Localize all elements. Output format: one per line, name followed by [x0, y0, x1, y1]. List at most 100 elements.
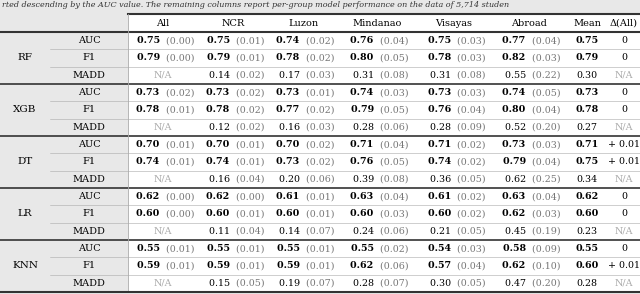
Text: (0.08): (0.08) [454, 71, 486, 80]
Text: MADD: MADD [72, 123, 106, 132]
Text: N/A: N/A [154, 71, 172, 80]
Text: 0: 0 [621, 192, 627, 201]
Text: (0.20): (0.20) [529, 279, 561, 288]
Text: (0.06): (0.06) [377, 123, 408, 132]
Text: (0.03): (0.03) [529, 140, 561, 149]
Text: 0.24: 0.24 [353, 227, 377, 236]
Text: (0.02): (0.02) [163, 88, 195, 97]
Bar [128, 223, 640, 240]
Text: 0.62: 0.62 [136, 192, 163, 201]
Text: 0.63: 0.63 [351, 192, 377, 201]
Bar [128, 32, 640, 49]
Text: 0.55: 0.55 [505, 71, 529, 80]
Text: 0.79: 0.79 [351, 106, 377, 114]
Text: 0.75: 0.75 [575, 36, 598, 45]
Text: (0.03): (0.03) [303, 71, 335, 80]
Text: + 0.01: + 0.01 [608, 140, 640, 149]
Text: 0.71: 0.71 [575, 140, 598, 149]
Bar [128, 49, 640, 67]
Text: 0.27: 0.27 [577, 123, 598, 132]
Text: 0.74: 0.74 [207, 158, 233, 166]
Text: 0.58: 0.58 [502, 244, 529, 253]
Text: (0.02): (0.02) [233, 88, 264, 97]
Text: 0.62: 0.62 [502, 261, 529, 270]
Bar [0, 101, 128, 119]
Text: (0.04): (0.04) [454, 261, 486, 270]
Text: 0.16: 0.16 [279, 123, 303, 132]
Text: 0.60: 0.60 [575, 261, 598, 270]
Text: (0.05): (0.05) [233, 279, 264, 288]
Text: (0.01): (0.01) [163, 140, 195, 149]
Bar [128, 67, 640, 84]
Bar [0, 136, 128, 153]
Text: 0.80: 0.80 [351, 54, 377, 63]
Text: (0.08): (0.08) [377, 71, 408, 80]
Text: 0.59: 0.59 [207, 261, 233, 270]
Text: (0.01): (0.01) [233, 140, 264, 149]
Text: N/A: N/A [154, 175, 172, 184]
Text: 0.19: 0.19 [279, 279, 303, 288]
Text: Visayas: Visayas [435, 19, 472, 28]
Text: AUC: AUC [77, 140, 100, 149]
Text: 0.60: 0.60 [276, 210, 303, 218]
Text: 0.62: 0.62 [207, 192, 233, 201]
Text: 0.31: 0.31 [353, 71, 377, 80]
Text: NCR: NCR [221, 19, 244, 28]
Bar [128, 136, 640, 153]
Text: 0.45: 0.45 [505, 227, 529, 236]
Text: (0.01): (0.01) [233, 54, 264, 63]
Text: 0.75: 0.75 [428, 36, 454, 45]
Text: (0.10): (0.10) [529, 261, 561, 270]
Text: 0.78: 0.78 [207, 106, 233, 114]
Text: MADD: MADD [72, 71, 106, 80]
Text: 0.62: 0.62 [505, 175, 529, 184]
Text: 0.79: 0.79 [502, 158, 529, 166]
Text: (0.05): (0.05) [454, 227, 486, 236]
Text: N/A: N/A [615, 175, 633, 184]
Text: (0.08): (0.08) [377, 175, 408, 184]
Text: 0.74: 0.74 [136, 158, 163, 166]
Text: 0.77: 0.77 [502, 36, 529, 45]
Text: (0.00): (0.00) [163, 210, 195, 218]
Text: (0.00): (0.00) [163, 192, 195, 201]
Text: 0.15: 0.15 [209, 279, 233, 288]
Text: (0.04): (0.04) [529, 192, 561, 201]
Bar [128, 257, 640, 275]
Text: (0.00): (0.00) [163, 54, 195, 63]
Text: 0: 0 [621, 210, 627, 218]
Text: (0.25): (0.25) [529, 175, 561, 184]
Text: F1: F1 [83, 106, 95, 114]
Text: (0.20): (0.20) [529, 123, 561, 132]
Text: (0.05): (0.05) [377, 158, 408, 166]
Text: 0.71: 0.71 [428, 140, 454, 149]
Text: 0.14: 0.14 [209, 71, 233, 80]
Text: 0.55: 0.55 [575, 244, 598, 253]
Text: (0.05): (0.05) [377, 106, 408, 114]
Text: 0.79: 0.79 [207, 54, 233, 63]
Text: (0.04): (0.04) [529, 36, 561, 45]
Text: 0.11: 0.11 [209, 227, 233, 236]
Text: (0.03): (0.03) [454, 54, 486, 63]
Text: 0.73: 0.73 [428, 88, 454, 97]
Text: N/A: N/A [615, 71, 633, 80]
Text: (0.02): (0.02) [303, 54, 335, 63]
Text: 0.28: 0.28 [353, 279, 377, 288]
Text: (0.06): (0.06) [377, 261, 408, 270]
Text: 0.60: 0.60 [136, 210, 163, 218]
Text: 0.60: 0.60 [428, 210, 454, 218]
Text: (0.04): (0.04) [454, 106, 486, 114]
Text: 0.59: 0.59 [137, 261, 163, 270]
Text: 0.74: 0.74 [428, 158, 454, 166]
Text: 0.62: 0.62 [502, 210, 529, 218]
Text: 0: 0 [621, 36, 627, 45]
Text: AUC: AUC [77, 192, 100, 201]
Text: 0.75: 0.75 [136, 36, 163, 45]
Bar [0, 275, 128, 292]
Text: MADD: MADD [72, 279, 106, 288]
Text: 0.77: 0.77 [276, 106, 303, 114]
Text: Mean: Mean [573, 19, 601, 28]
Text: 0.74: 0.74 [351, 88, 377, 97]
Text: 0.78: 0.78 [575, 106, 598, 114]
Text: 0.78: 0.78 [276, 54, 303, 63]
Text: (0.00): (0.00) [233, 192, 264, 201]
